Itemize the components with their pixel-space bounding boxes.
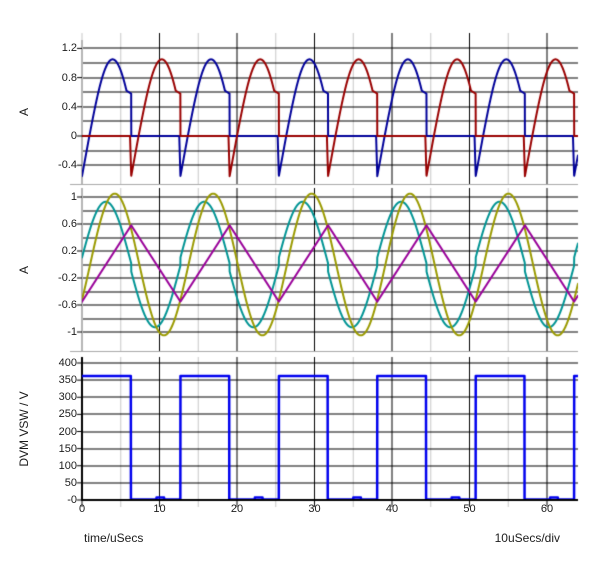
x-tick-label: 40	[385, 503, 399, 515]
x-tick-label: 10	[153, 503, 166, 515]
x-tick-label: 30	[308, 503, 321, 515]
plot3-y-tick-label: 100	[58, 459, 77, 472]
plot1-y-tick-label: 0	[70, 130, 77, 142]
plot3-y-tick-label: -0	[67, 494, 77, 506]
plot2-y-tick-label: 0.2	[61, 245, 77, 257]
plot2-y-tick-label: -0.2	[58, 272, 77, 284]
plot3-y-tick-label: 400	[58, 357, 77, 369]
x-tick-label: 20	[230, 503, 244, 515]
plot3-y-axis-unit-label: DVM VSW / V	[17, 390, 31, 467]
x-tick-label: 60	[540, 503, 554, 515]
plot2-y-tick-label: -1	[67, 326, 77, 338]
plot3-y-tick-label: 250	[58, 408, 77, 421]
plot2-y-axis-unit-label: A	[17, 265, 31, 274]
x-axis-scale-note: 10uSecs/div	[494, 531, 560, 545]
plot3-y-tick-label: 200	[58, 425, 77, 438]
plot2-y-tick-label: 0.6	[61, 218, 77, 230]
plot3-y-tick-label: 350	[58, 374, 77, 387]
plot1-y-tick-label: 1.2	[61, 42, 77, 55]
plot3-y-tick-label: 50	[64, 476, 77, 489]
plot1-y-tick-label: -0.4	[58, 159, 77, 172]
x-tick-label: 0	[78, 503, 86, 515]
plot3-y-tick-label: 300	[58, 391, 77, 404]
plot1-y-tick-label: 0.4	[61, 100, 77, 113]
plot3-y-tick-label: 150	[58, 442, 77, 455]
plot1-y-axis-unit-label: A	[17, 107, 31, 117]
x-tick-label: 50	[463, 503, 476, 515]
plot1-y-tick-label: 0.8	[61, 71, 77, 84]
plot2-y-tick-label: 1	[70, 191, 77, 203]
x-axis-title: time/uSecs	[84, 531, 144, 545]
plot2-y-tick-label: -0.6	[58, 299, 77, 311]
